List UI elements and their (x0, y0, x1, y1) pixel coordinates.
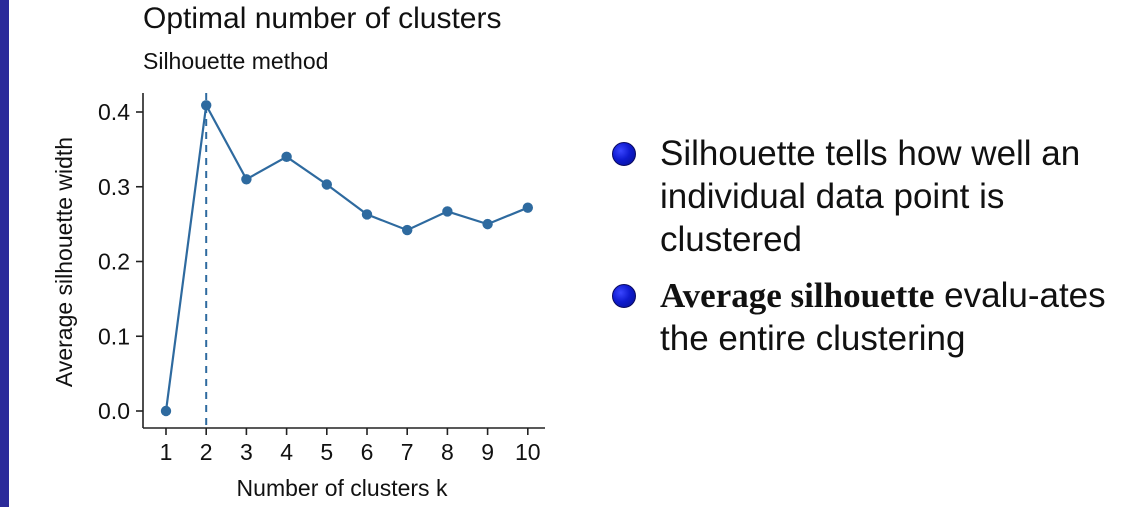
data-point (321, 179, 332, 190)
data-point (241, 174, 252, 185)
slide-accent-bar (0, 0, 9, 507)
bullet-text: Silhouette tells how well an individual … (660, 134, 1081, 259)
bullet-list: Silhouette tells how well an individual … (612, 132, 1112, 373)
silhouette-chart: Optimal number of clusters Silhouette me… (51, 2, 545, 501)
data-point (482, 218, 493, 230)
bullet-dot-icon (612, 142, 636, 166)
bullet-bold-term: Average silhouette (660, 276, 935, 315)
bullet-text: evalu-ates the entire clustering (660, 276, 1106, 358)
y-tick-label: 0.2 (98, 249, 130, 275)
bullet-item-average-silhouette: Average silhouette evalu-ates the entire… (612, 274, 1112, 360)
y-tick-label: 0.4 (98, 99, 130, 125)
chart-axes: 0.0 0.1 0.2 0.3 0.4 1 2 3 4 5 6 7 8 9 10 (98, 93, 545, 465)
bullet-dot-icon (612, 284, 636, 308)
x-tick-label: 4 (280, 439, 293, 465)
chart-svg: Optimal number of clusters Silhouette me… (51, 2, 545, 501)
x-tick-label: 5 (320, 439, 333, 465)
x-tick-label: 9 (481, 439, 494, 465)
data-point (522, 202, 533, 213)
y-tick-label: 0.3 (98, 174, 130, 200)
y-tick-label: 0.1 (98, 323, 130, 349)
y-tick-label: 0.0 (98, 398, 130, 424)
x-tick-label: 8 (441, 439, 454, 465)
x-axis-label: Number of clusters k (237, 475, 448, 501)
data-point (402, 224, 413, 236)
x-tick-label: 10 (515, 439, 541, 465)
chart-title: Optimal number of clusters (143, 2, 501, 35)
series-line (164, 101, 529, 412)
data-point (442, 206, 453, 217)
data-point (201, 100, 212, 111)
data-point (160, 405, 172, 417)
data-point (281, 151, 292, 163)
y-axis-label: Average silhouette width (51, 137, 77, 387)
x-tick-label: 2 (200, 439, 213, 465)
chart-marks (160, 93, 533, 428)
chart-subtitle: Silhouette method (143, 48, 328, 74)
x-tick-label: 7 (401, 439, 414, 465)
x-tick-label: 1 (160, 439, 173, 465)
bullet-item-silhouette: Silhouette tells how well an individual … (612, 132, 1112, 261)
data-point (361, 209, 373, 220)
x-tick-label: 6 (361, 439, 374, 465)
x-tick-label: 3 (240, 439, 253, 465)
